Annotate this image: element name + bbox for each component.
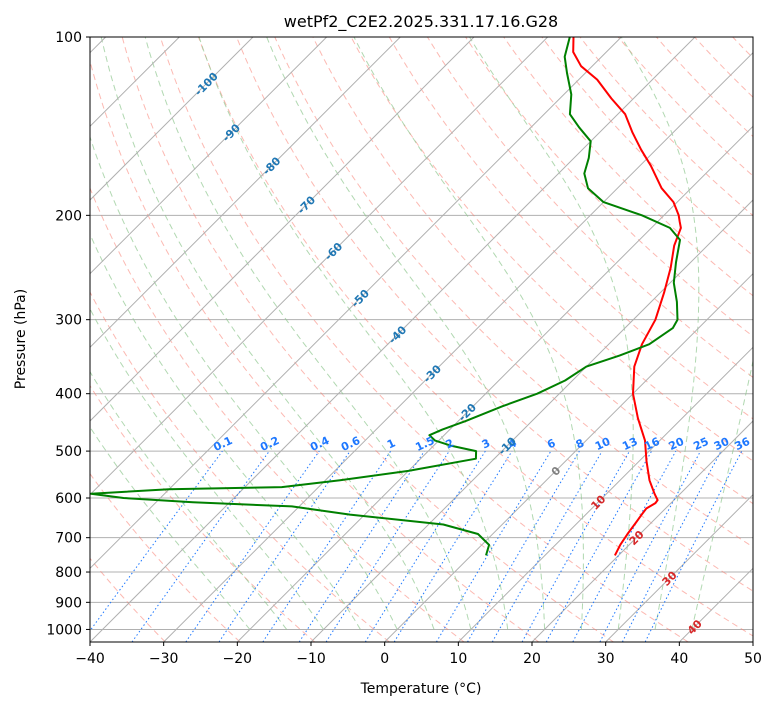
y-tick-label: 400 [55,387,82,403]
mixing-ratio-label: 25 [691,435,710,453]
mixing-ratio-lines [90,450,743,642]
mixing-ratio-label: 10 [593,435,613,453]
temperature-profile-line [572,37,682,556]
isotherm [90,37,401,349]
isotherm [90,37,622,570]
mixing-ratio-line [325,450,450,642]
x-tick-label: −30 [149,651,179,667]
dry-adiabats [90,37,753,642]
plot-frame [89,36,754,643]
moist-adiabat [90,426,251,630]
mixing-ratio-line [521,450,630,642]
y-tick-label: 1000 [46,622,82,638]
dry-adiabat [198,37,753,637]
isotherm [90,37,549,496]
y-tick-label: 900 [55,595,82,611]
y-tick-label: 800 [55,565,82,581]
x-tick-label: −20 [223,651,253,667]
isotherm [163,51,753,642]
mixing-ratio-line [185,450,320,642]
mixing-ratio-label: 20 [667,435,687,453]
dry-adiabat [617,37,753,177]
moist-adiabat [144,37,472,630]
y-tick-label: 700 [55,531,82,547]
x-tick-label: 50 [744,651,762,667]
y-tick-label: 100 [55,30,82,46]
moist-adiabat [90,370,288,630]
pressure-gridlines [90,37,753,630]
dry-adiabat [426,37,753,378]
x-axis-label: Temperature (°C) [360,681,482,697]
skewed-isotherms [90,37,753,642]
mixing-ratio-line [131,450,270,642]
moist-adiabat [198,37,509,630]
mixing-ratio-line [364,450,486,642]
moist-adiabat [469,37,634,630]
dry-adiabat [312,37,753,505]
mixing-ratio-line [467,450,580,642]
mixing-ratio-line [491,450,603,642]
moist-adiabats [90,37,753,630]
isotherm [236,125,753,642]
y-tick-label: 600 [55,491,82,507]
dry-adiabat [159,37,689,642]
mixing-ratio-line [393,450,513,642]
moist-adiabat [90,135,398,630]
isotherm [90,37,475,422]
mixing-ratio-line [90,450,223,632]
x-tick-label: 30 [597,651,615,667]
isotherm [90,37,328,275]
x-tick-label: −10 [296,651,326,667]
isotherm [605,493,753,642]
y-tick-label: 500 [55,444,82,460]
x-tick-label: 0 [380,651,389,667]
y-tick-label: 200 [55,208,82,224]
dry-adiabat [236,37,753,592]
mixing-ratio-line [545,450,653,642]
x-tick-label: 10 [449,651,467,667]
dry-adiabat [121,37,614,642]
isotherm [457,346,753,642]
dewpoint-profile-line [90,37,681,556]
dry-adiabat [90,186,465,642]
isotherm [531,420,753,642]
moist-adiabat [353,37,584,630]
x-axis-ticks: −40 −30 −20 −10 0 10 20 30 40 50 [75,642,762,667]
dry-adiabat [388,37,753,420]
dry-adiabat [90,59,540,642]
x-tick-label: 40 [670,651,688,667]
dry-adiabat [90,384,316,642]
dry-adiabat [503,37,753,297]
mixing-ratio-line [218,450,351,642]
moist-adiabat [691,358,753,630]
y-axis-ticks: 1000 900 800 700 600 500 400 300 200 100 [46,30,90,638]
moist-adiabat [266,37,546,630]
isotherm [310,199,753,642]
mixing-ratio-label: 16 [642,435,662,453]
dry-adiabat [90,291,390,642]
y-tick-label: 300 [55,313,82,329]
isotherm [90,37,696,642]
mixing-ratio-label: 36 [733,435,753,453]
dry-adiabat [274,37,753,548]
mixing-ratio-line [435,450,552,642]
moist-adiabat [620,37,700,630]
moist-adiabat [90,232,361,630]
x-tick-label: 20 [523,651,541,667]
moist-adiabat [90,308,324,630]
x-tick-label: −40 [75,651,105,667]
chart-title: wetPf2_C2E2.2025.331.17.16.G28 [284,12,558,32]
mixing-ratio-line [572,450,677,642]
mixing-ratio-label: 13 [620,435,639,453]
y-axis-label: Pressure (hPa) [13,289,29,389]
mixing-ratio-label: 30 [712,435,732,453]
sounding-series [90,37,682,556]
moist-adiabat [100,37,435,630]
isotherm [90,37,254,201]
